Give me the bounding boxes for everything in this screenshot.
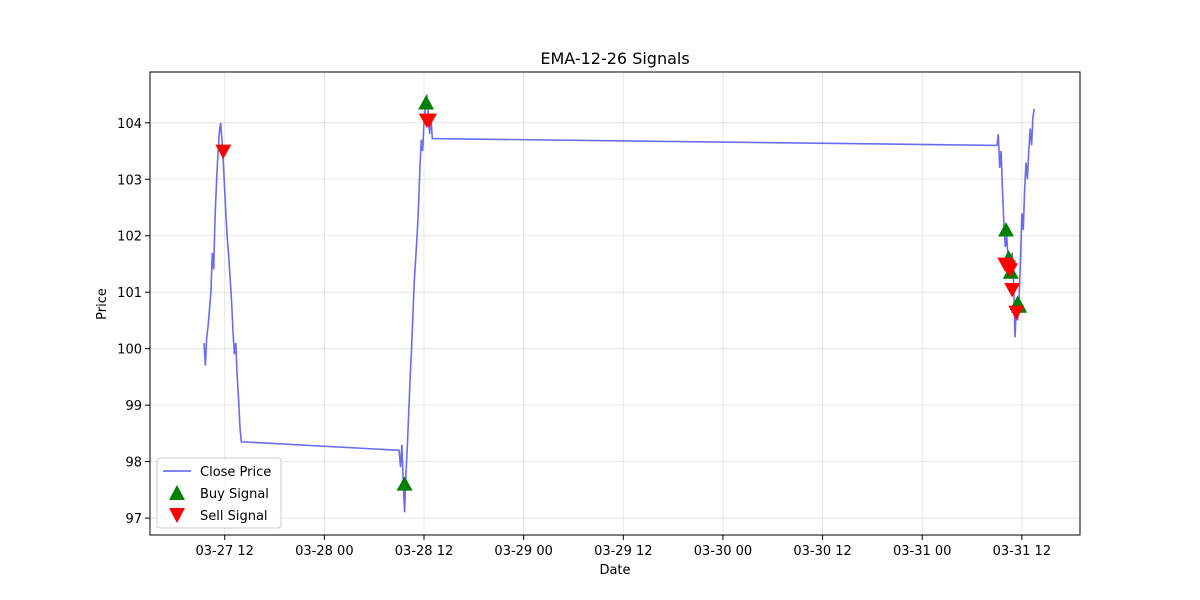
legend-box xyxy=(156,457,282,529)
y-tick-label: 98 xyxy=(125,456,142,471)
x-tick-label: 03-28 00 xyxy=(295,544,353,559)
plot-frame xyxy=(149,71,1081,536)
legend-sell-signal-marker xyxy=(169,508,185,523)
buy-signal-marker xyxy=(998,222,1014,237)
y-tick-label: 103 xyxy=(117,173,142,188)
legend: Close Price Buy Signal Sell Signal xyxy=(156,457,282,529)
x-tick-label: 03-29 00 xyxy=(494,544,552,559)
x-tick-label: 03-30 12 xyxy=(793,544,851,559)
sell-signal-marker xyxy=(215,144,232,159)
sell-signal-marker xyxy=(1008,305,1025,320)
y-axis-label: Price xyxy=(95,288,110,320)
x-axis-label: Date xyxy=(599,563,630,578)
x-tick-label: 03-31 00 xyxy=(893,544,951,559)
x-axis: 03-27 12 03-28 00 03-28 12 03-29 00 03-29 12… xyxy=(196,535,1051,559)
legend-sell-signal-label: Sell Signal xyxy=(200,509,268,524)
sell-signal-marker xyxy=(1002,263,1019,278)
x-tick-label: 03-29 12 xyxy=(594,544,652,559)
grid-lines xyxy=(150,72,1080,535)
y-tick-label: 102 xyxy=(117,230,142,245)
y-axis: 97 98 99 100 101 102 103 104 xyxy=(117,117,150,527)
x-tick-label: 03-28 12 xyxy=(395,544,453,559)
legend-buy-signal-marker xyxy=(169,485,185,500)
sell-signal-marker xyxy=(420,113,437,128)
x-tick-label: 03-31 12 xyxy=(993,544,1051,559)
buy-signal-marker xyxy=(396,476,413,491)
legend-buy-signal-label: Buy Signal xyxy=(200,487,269,502)
y-tick-label: 104 xyxy=(117,117,142,132)
x-tick-label: 03-27 12 xyxy=(196,544,254,559)
chart-title: EMA-12-26 Signals xyxy=(540,49,689,68)
y-tick-label: 101 xyxy=(117,286,142,301)
sell-signal-marker xyxy=(1004,283,1021,298)
y-tick-label: 99 xyxy=(125,399,142,414)
legend-close-price-label: Close Price xyxy=(200,465,271,480)
x-tick-label: 03-30 00 xyxy=(694,544,752,559)
buy-signal-marker xyxy=(418,95,435,110)
y-tick-label: 97 xyxy=(125,512,142,527)
y-tick-label: 100 xyxy=(117,343,142,358)
plot-series xyxy=(203,94,1036,513)
